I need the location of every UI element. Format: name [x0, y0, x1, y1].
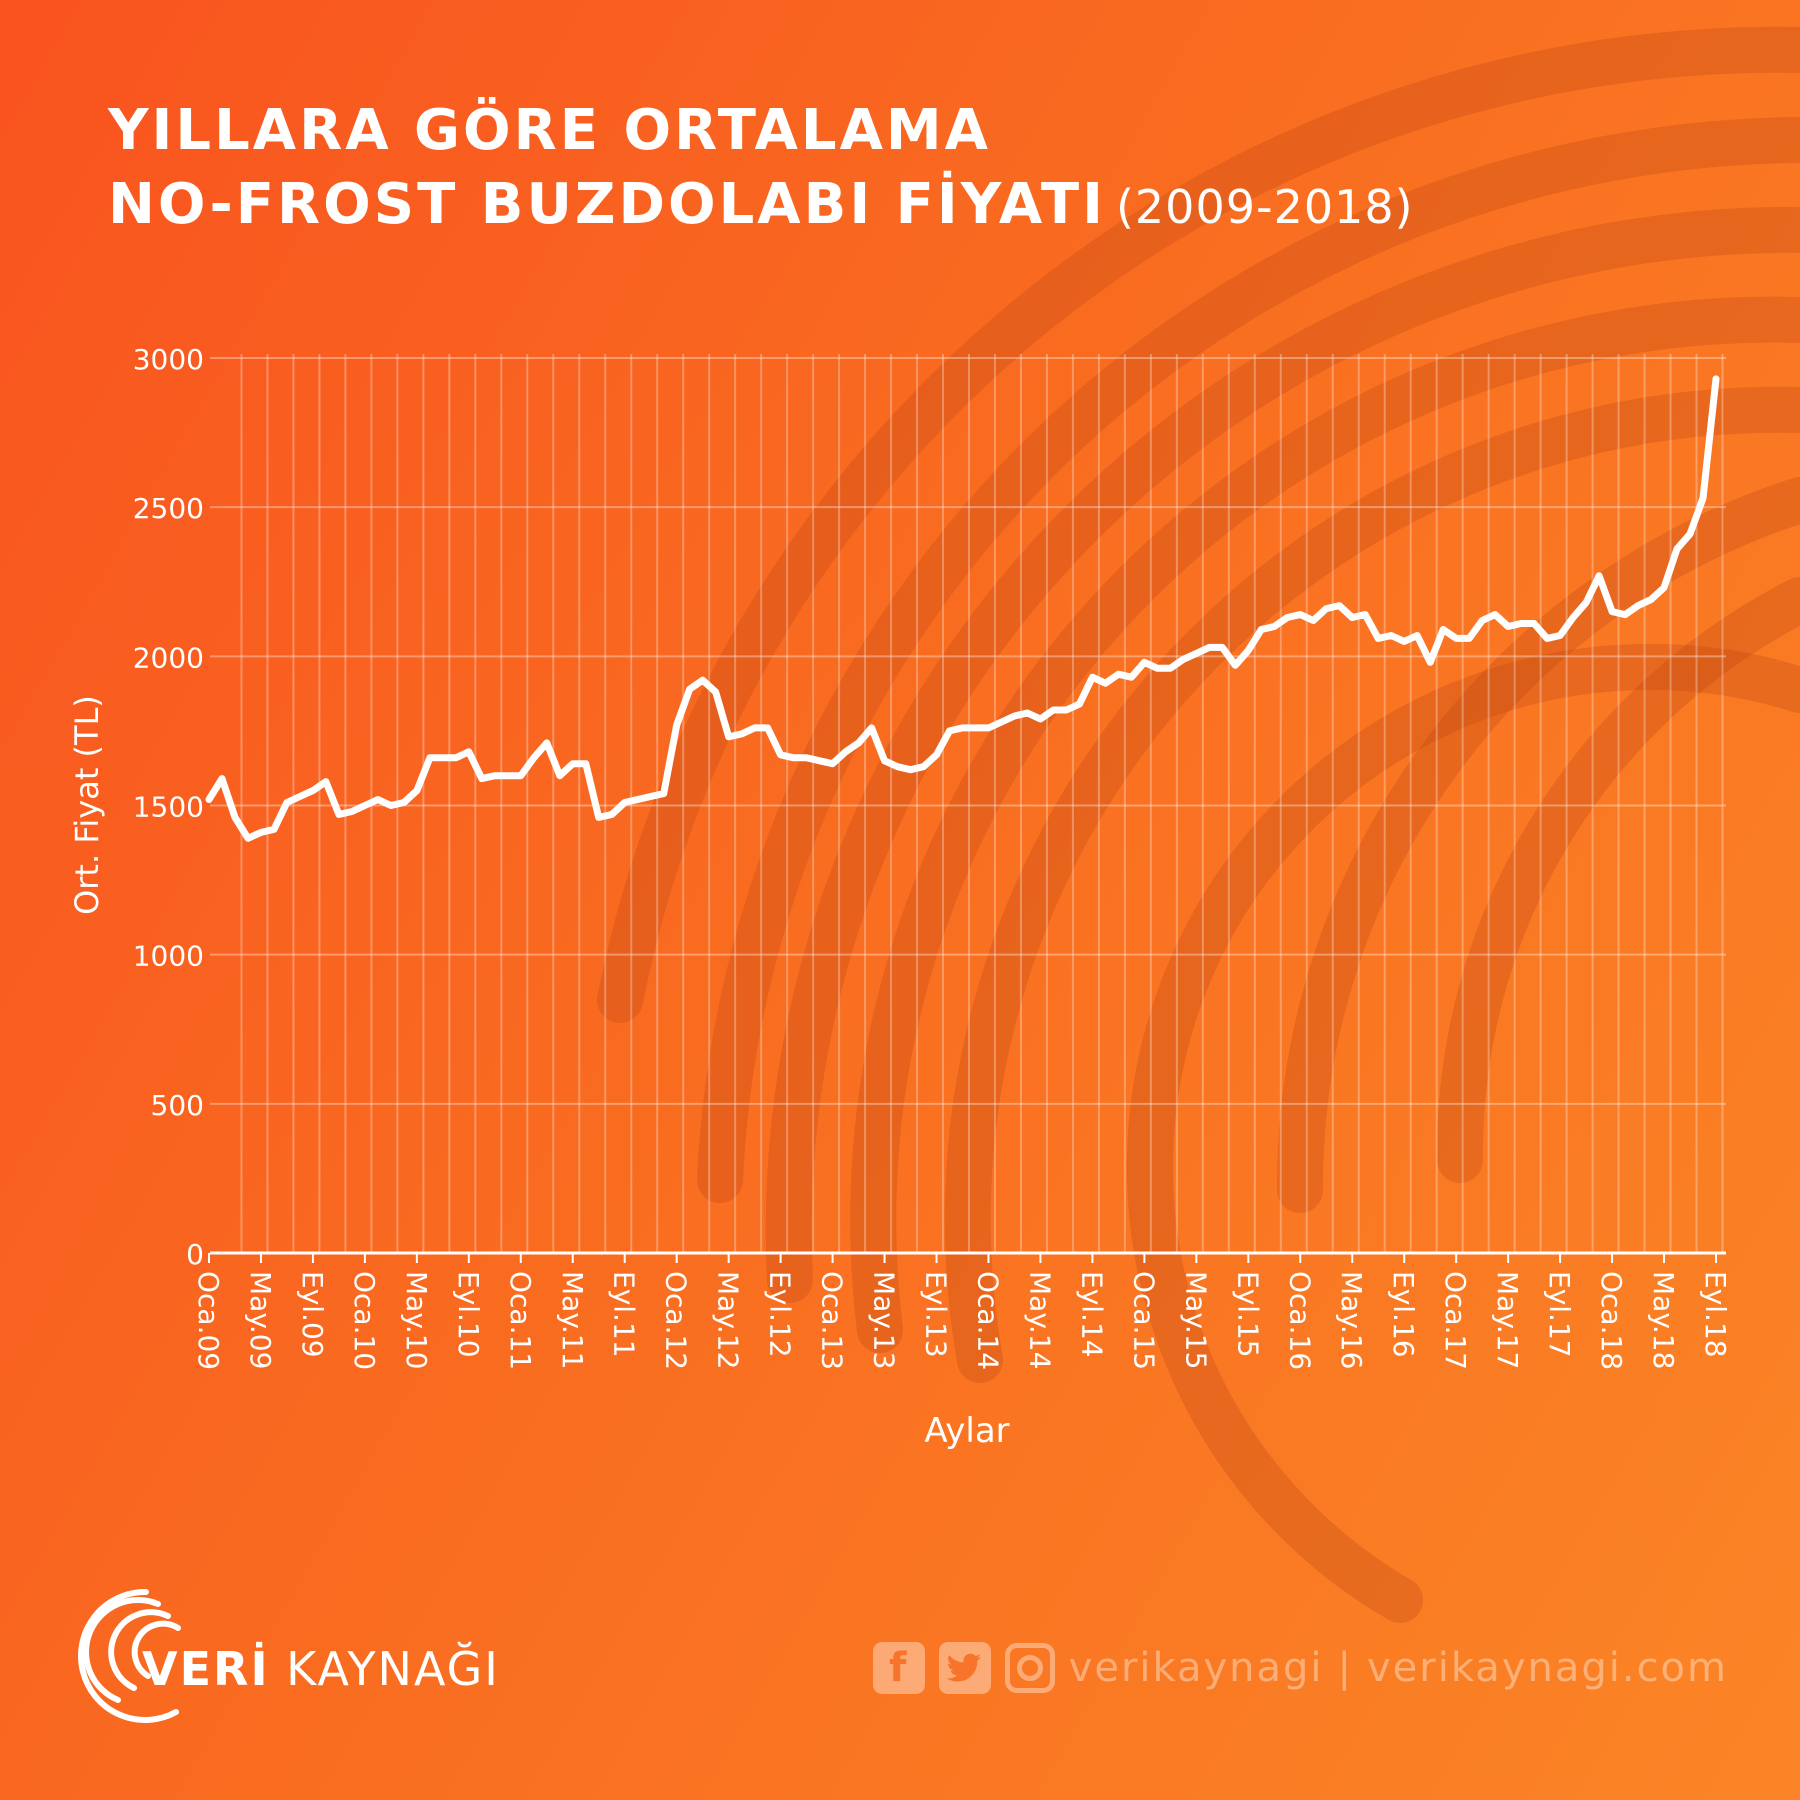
instagram-icon[interactable] — [1004, 1643, 1055, 1693]
x-tick-label: May.14 — [1023, 1271, 1056, 1369]
x-tick-label: May.13 — [868, 1271, 901, 1369]
y-tick-label: 1000 — [133, 940, 204, 973]
brand-logo — [72, 1580, 532, 1730]
x-tick-label: Eyl.09 — [296, 1271, 329, 1358]
x-tick-label: Eyl.13 — [920, 1271, 953, 1358]
x-tick-label: May.18 — [1647, 1271, 1680, 1369]
brand-name-rest: KAYNAĞI — [269, 1642, 500, 1696]
x-tick-label: May.15 — [1179, 1271, 1212, 1369]
x-tick-label: Oca.12 — [660, 1271, 693, 1370]
y-tick-label: 1500 — [133, 791, 204, 824]
twitter-icon[interactable] — [938, 1642, 991, 1694]
x-tick-label: Oca.09 — [192, 1271, 225, 1370]
y-axis-label: Ort. Fiyat (TL) — [68, 695, 106, 915]
y-tick-label: 3000 — [133, 343, 204, 376]
chart-title-line-2: NO-FROST BUZDOLABI FİYATI (2009-2018) — [108, 177, 1414, 233]
brand-name-bold: VERİ — [142, 1642, 270, 1696]
x-tick-label: Eyl.18 — [1699, 1271, 1732, 1358]
brand-name: VERİ KAYNAĞI — [142, 1642, 500, 1696]
x-tick-label: May.12 — [712, 1271, 745, 1369]
y-tick-label: 2000 — [133, 641, 204, 674]
x-tick-label: May.16 — [1335, 1271, 1368, 1369]
social-links: f verikaynagi | verikaynagi.com — [872, 1636, 1728, 1700]
x-tick-label: Oca.15 — [1127, 1271, 1160, 1370]
x-tick-label: Oca.11 — [504, 1271, 537, 1370]
y-tick-label: 2500 — [133, 492, 204, 525]
x-tick-label: Oca.14 — [971, 1271, 1004, 1370]
x-tick-label: Oca.16 — [1283, 1271, 1316, 1370]
x-axis-label: Aylar — [924, 1411, 1009, 1451]
facebook-icon[interactable]: f — [872, 1642, 925, 1694]
x-axis-ticks: Oca.09 May.09 Eyl.09 Oca.10 May.10 Eyl.10 Oca.… — [192, 1253, 1732, 1370]
social-separator: | — [1337, 1645, 1353, 1691]
x-tick-label: May.11 — [556, 1271, 589, 1369]
x-tick-label: Eyl.10 — [452, 1271, 485, 1358]
chart-title-line-2-text: NO-FROST BUZDOLABI FİYATI — [108, 172, 1106, 237]
x-tick-label: Oca.17 — [1439, 1271, 1472, 1370]
y-axis-ticks: 0 500 1000 1500 2000 2500 3000 — [133, 343, 204, 1271]
x-tick-label: Oca.10 — [348, 1271, 381, 1370]
y-tick-label: 500 — [151, 1089, 204, 1122]
y-tick-label: 0 — [186, 1238, 204, 1271]
x-tick-label: Oca.18 — [1595, 1271, 1628, 1370]
brand-logo-icon — [78, 1588, 181, 1723]
social-handle[interactable]: verikaynagi — [1068, 1645, 1324, 1691]
x-tick-label: Eyl.16 — [1387, 1271, 1420, 1358]
chart-subtitle: (2009-2018) — [1115, 180, 1414, 234]
x-tick-label: May.09 — [244, 1271, 277, 1369]
chart-title-line-1: YILLARA GÖRE ORTALAMA — [108, 98, 991, 163]
x-tick-label: Eyl.12 — [764, 1271, 797, 1358]
x-tick-label: May.10 — [400, 1271, 433, 1369]
x-tick-label: May.17 — [1491, 1271, 1524, 1369]
x-tick-label: Eyl.14 — [1075, 1271, 1108, 1358]
website-link[interactable]: verikaynagi.com — [1367, 1645, 1728, 1691]
chart-grid — [210, 354, 1726, 1254]
price-series-line — [205, 375, 1720, 842]
x-tick-label: Eyl.11 — [608, 1271, 641, 1358]
x-tick-label: Eyl.17 — [1543, 1271, 1576, 1358]
x-tick-label: Oca.13 — [816, 1271, 849, 1370]
x-tick-label: Eyl.15 — [1231, 1271, 1264, 1358]
